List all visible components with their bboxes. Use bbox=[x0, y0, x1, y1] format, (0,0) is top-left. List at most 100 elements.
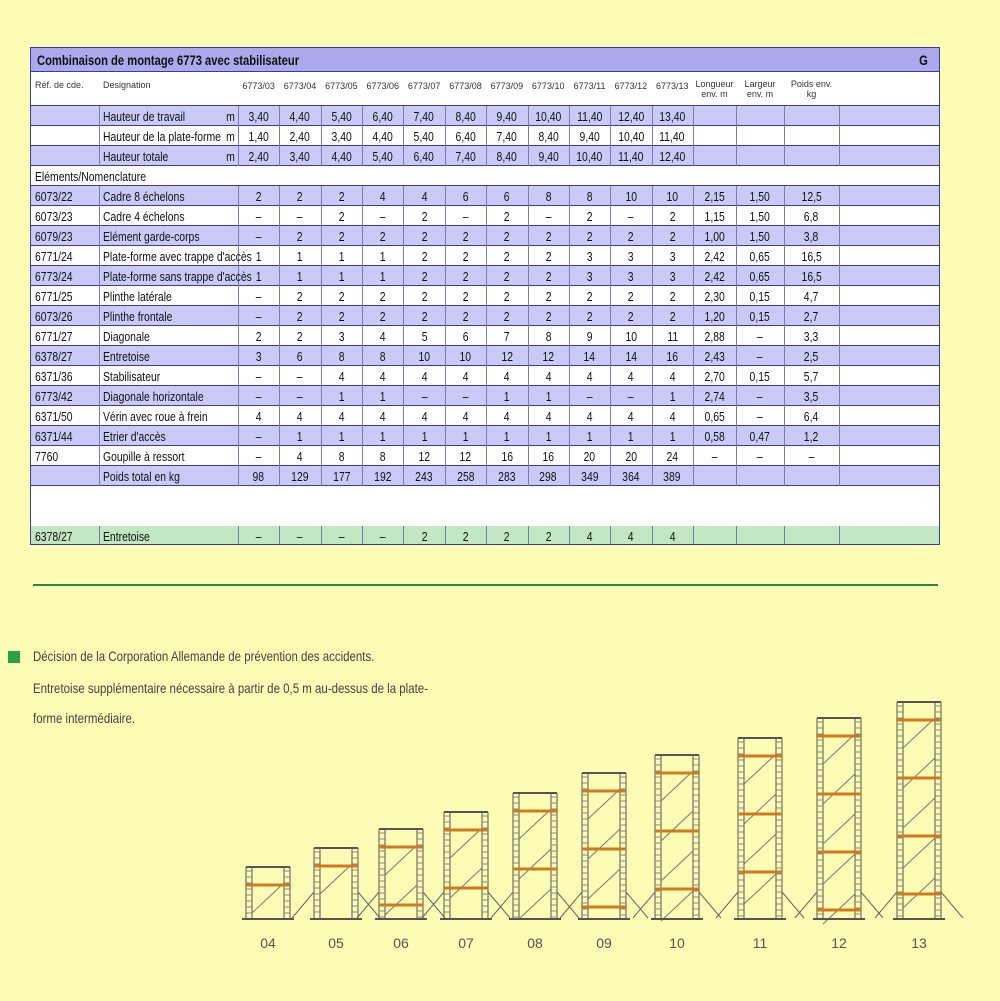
col-line bbox=[784, 126, 785, 146]
cell-text: 10 bbox=[625, 328, 637, 344]
col-line bbox=[610, 266, 612, 286]
col-line bbox=[320, 346, 322, 366]
col-line bbox=[99, 446, 100, 466]
tower bbox=[794, 717, 884, 925]
ref: 6079/23 bbox=[35, 226, 99, 246]
cell-text: Plate-forme sans trappe d'accès bbox=[103, 268, 252, 284]
value: 2 bbox=[486, 286, 527, 306]
length: 1,20 bbox=[693, 306, 736, 326]
value: 6,40 bbox=[445, 126, 486, 146]
cell-text: 4 bbox=[462, 368, 469, 384]
col-line bbox=[692, 306, 694, 326]
cell-text: 6,8 bbox=[804, 208, 819, 224]
value: 4 bbox=[403, 366, 444, 386]
col-line bbox=[486, 526, 488, 544]
value: – bbox=[569, 386, 610, 406]
cell-text: – bbox=[255, 228, 262, 244]
col-line bbox=[320, 126, 322, 146]
cell-text: 4 bbox=[379, 328, 386, 344]
cell-text: 4 bbox=[545, 368, 552, 384]
cell-text: 9,40 bbox=[538, 148, 559, 164]
col-line bbox=[99, 246, 100, 266]
cell-text: 2 bbox=[586, 308, 593, 324]
strut bbox=[357, 891, 381, 919]
value: – bbox=[238, 526, 279, 544]
tower-label: 10 bbox=[669, 935, 685, 951]
cell-text: 2 bbox=[462, 248, 469, 264]
weight: 6,4 bbox=[784, 406, 839, 426]
value: 2 bbox=[569, 226, 610, 246]
value: 9,40 bbox=[486, 106, 527, 126]
tower-label: 07 bbox=[458, 935, 474, 951]
row-bg bbox=[31, 446, 939, 466]
cell-text: 6073/23 bbox=[35, 208, 73, 224]
strut bbox=[822, 773, 856, 805]
col-line bbox=[736, 266, 737, 286]
value: 2 bbox=[610, 226, 651, 246]
col-line bbox=[651, 526, 653, 544]
cell-text: 2 bbox=[255, 188, 262, 204]
width: 0,65 bbox=[736, 246, 784, 266]
cell-text: 5,40 bbox=[413, 128, 435, 144]
col-line bbox=[651, 426, 653, 446]
length: 0,65 bbox=[693, 406, 736, 426]
cell-text: 3 bbox=[586, 248, 593, 264]
strut bbox=[518, 808, 552, 840]
cell-text: Hauteur de la plate-forme bbox=[103, 128, 221, 144]
ref: 6378/27 bbox=[35, 526, 99, 544]
value: 2 bbox=[362, 226, 403, 246]
col-line bbox=[444, 326, 446, 346]
cell-text: 1 bbox=[503, 428, 510, 444]
row-line bbox=[31, 185, 939, 186]
cell-text: 4 bbox=[586, 408, 593, 424]
col-line bbox=[784, 186, 785, 206]
col-line bbox=[486, 446, 488, 466]
col-line bbox=[610, 386, 612, 406]
col-line bbox=[568, 326, 570, 346]
tower bbox=[715, 737, 805, 920]
cell-text: 24 bbox=[666, 448, 679, 464]
header-cell: 6773/06 bbox=[366, 81, 400, 91]
row-line bbox=[31, 425, 939, 426]
col-line bbox=[651, 146, 653, 166]
value: 4 bbox=[652, 406, 693, 426]
strut bbox=[743, 873, 777, 905]
cell-text: 8 bbox=[379, 348, 386, 364]
cell-text: 2,42 bbox=[704, 248, 725, 264]
value: 4 bbox=[279, 446, 320, 466]
value: – bbox=[238, 226, 279, 246]
cell-text: 4 bbox=[421, 368, 428, 384]
col-line bbox=[320, 426, 322, 446]
cell-text: 1 bbox=[503, 388, 510, 404]
col-line bbox=[444, 286, 446, 306]
value: 4 bbox=[569, 406, 610, 426]
cell-text: 11 bbox=[666, 328, 678, 344]
col-line bbox=[403, 106, 405, 126]
cell-text: 6378/27 bbox=[35, 348, 73, 364]
weight: 3,3 bbox=[784, 326, 839, 346]
value: 2 bbox=[652, 226, 693, 246]
strut bbox=[291, 891, 315, 919]
col-line bbox=[527, 406, 529, 426]
col-line bbox=[486, 306, 488, 326]
col-line bbox=[279, 126, 281, 146]
cell-text: 3 bbox=[255, 348, 262, 364]
strut bbox=[518, 888, 552, 920]
value: 3 bbox=[652, 266, 693, 286]
value: – bbox=[279, 206, 320, 226]
cell-text: 0,65 bbox=[749, 248, 771, 264]
col-line bbox=[736, 326, 737, 346]
cell-text: 6079/23 bbox=[35, 228, 73, 244]
cell-text: 4 bbox=[338, 408, 345, 424]
col-line bbox=[362, 206, 364, 226]
value: 1 bbox=[362, 426, 403, 446]
col-line bbox=[527, 346, 529, 366]
tower bbox=[632, 754, 722, 922]
value: 4 bbox=[279, 406, 320, 426]
col-line bbox=[692, 526, 694, 544]
col-line bbox=[568, 446, 570, 466]
col-line bbox=[610, 426, 612, 446]
value: 98 bbox=[238, 466, 279, 486]
cell-text: 0,15 bbox=[749, 288, 771, 304]
cell-text: Plinthe frontale bbox=[103, 308, 173, 324]
